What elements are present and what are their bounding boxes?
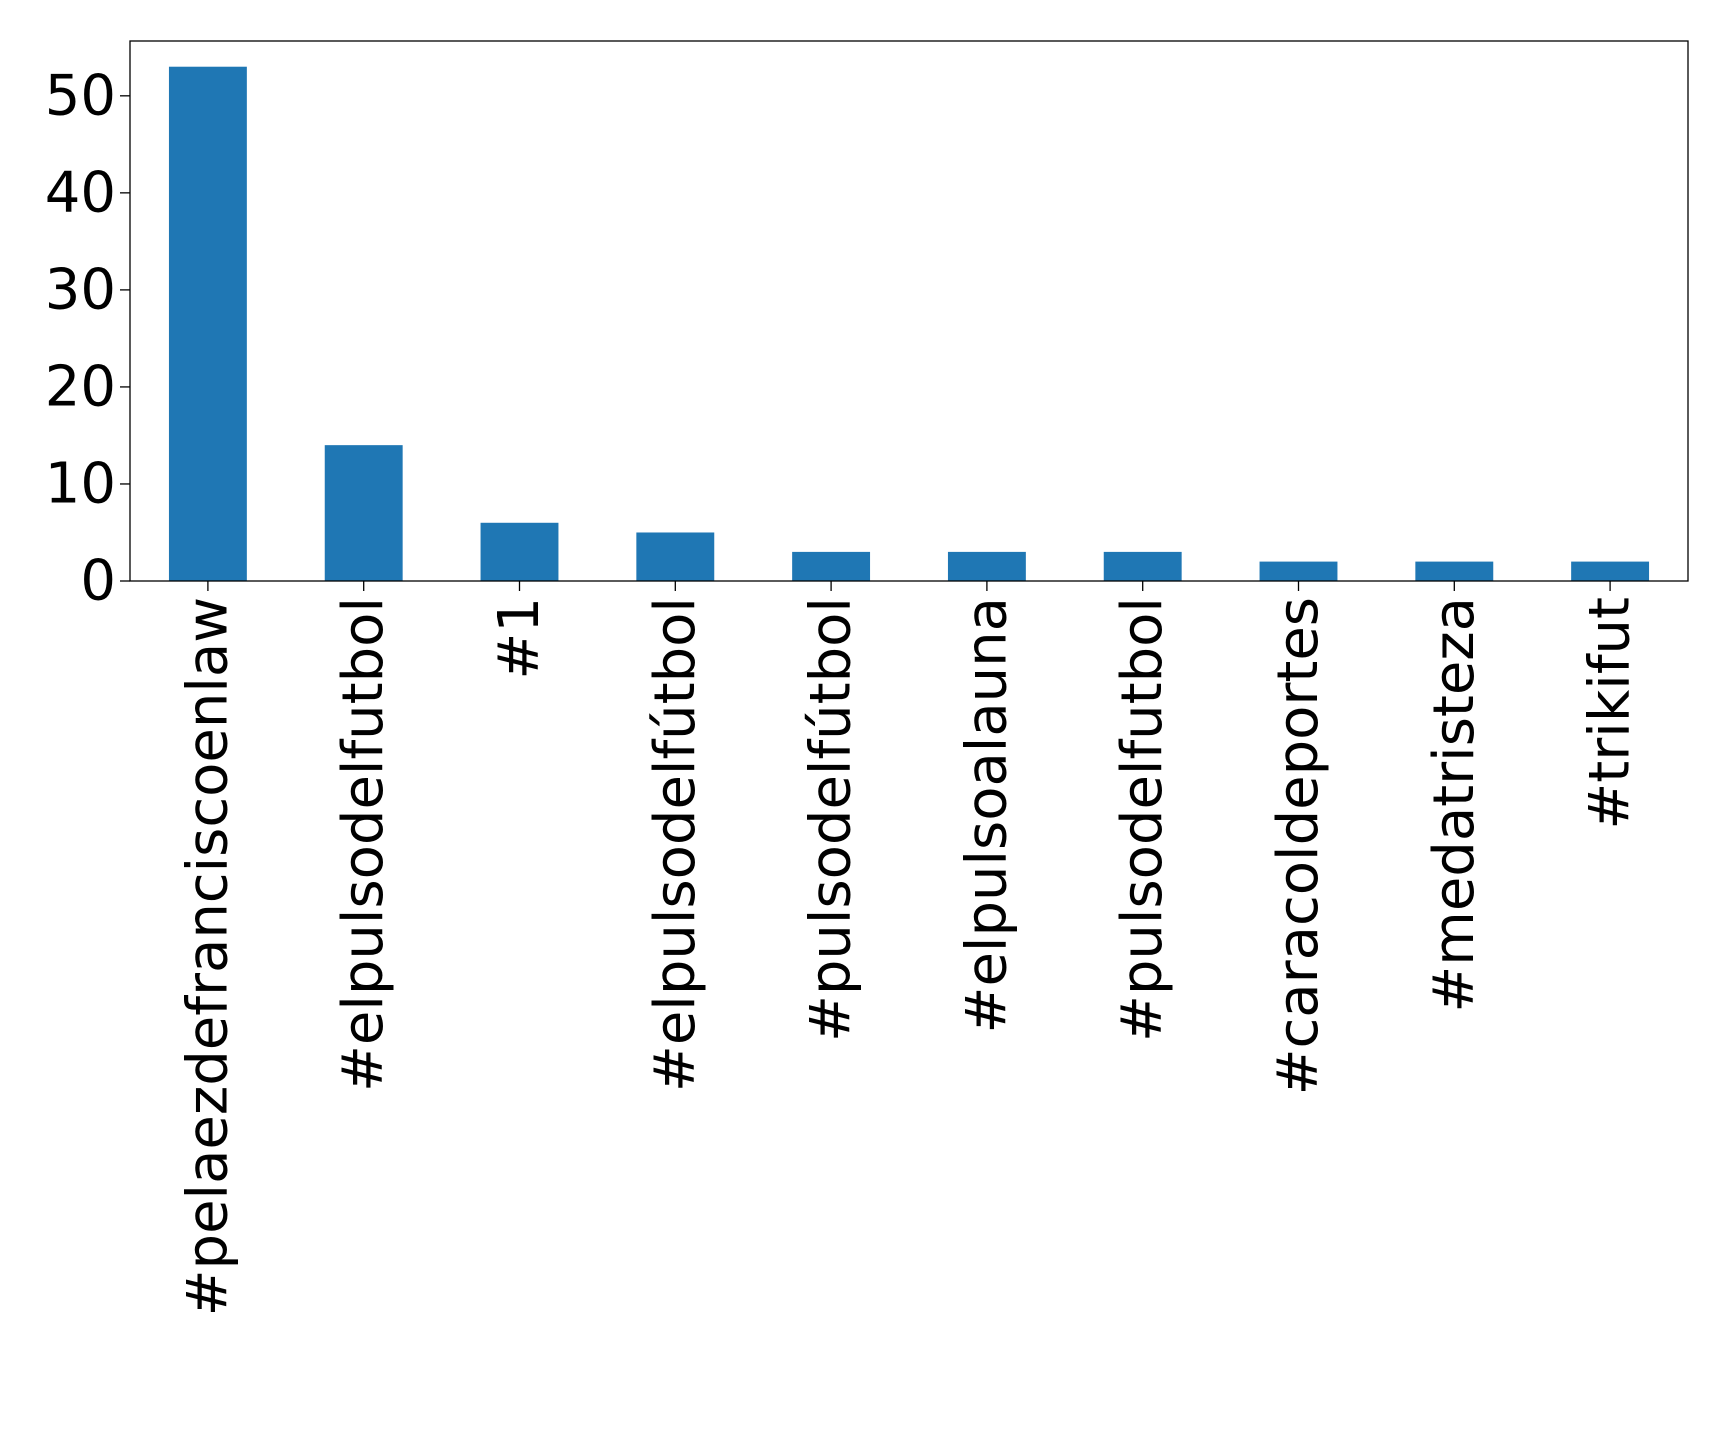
y-tick-label: 50 [45,63,116,128]
y-tick-label: 20 [45,354,116,419]
bar [1259,561,1338,581]
bar [947,551,1026,581]
bar [324,445,403,581]
y-axis: 0 10 20 30 40 50 [45,63,130,614]
x-tick-label: #caracoldeportes [1266,597,1331,1095]
x-tick-label: #pelaezdefranciscoenlaw [175,597,240,1316]
x-tick-label: #1 [487,597,552,680]
bar [168,66,247,581]
y-tick-label: 0 [80,549,116,614]
x-tick-label: #elpulsodelfutbol [331,597,396,1092]
bar [792,551,871,581]
bar [1103,551,1182,581]
x-tick-label: #pulsodelfútbol [799,597,864,1042]
x-tick-label: #elpulsoalauna [954,597,1019,1033]
bar [636,532,715,581]
x-axis: #pelaezdefranciscoenlaw #elpulsodelfutbol… [175,581,1643,1316]
y-tick-label: 10 [45,451,116,516]
bar [1571,561,1650,581]
plot-frame [129,40,1689,582]
bar [1415,561,1494,581]
y-tick-label: 40 [45,160,116,225]
x-tick-label: #trikifut [1578,597,1643,830]
bars-group [168,66,1650,581]
bar [480,522,559,581]
x-tick-label: #pulsodelfutbol [1110,597,1175,1042]
x-tick-label: #elpulsodelfútbol [643,597,708,1092]
x-tick-label: #medatristeza [1422,597,1487,1013]
y-tick-label: 30 [45,257,116,322]
